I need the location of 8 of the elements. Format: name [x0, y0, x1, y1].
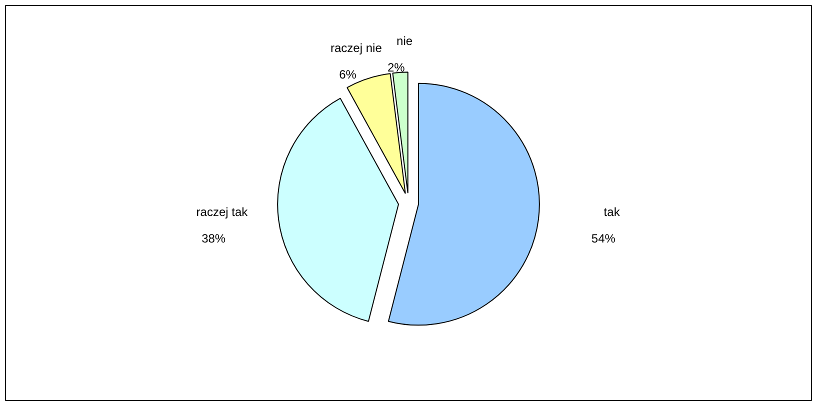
slice-label: raczej tak — [196, 205, 249, 220]
slice-label: tak — [604, 205, 621, 220]
data-label: 38% — [202, 232, 226, 246]
data-label: 54% — [591, 232, 616, 246]
data-label: 6% — [339, 68, 357, 82]
data-label: 2% — [387, 60, 406, 74]
slice-label: nie — [396, 34, 413, 48]
slice-label: raczej nie — [330, 40, 382, 55]
